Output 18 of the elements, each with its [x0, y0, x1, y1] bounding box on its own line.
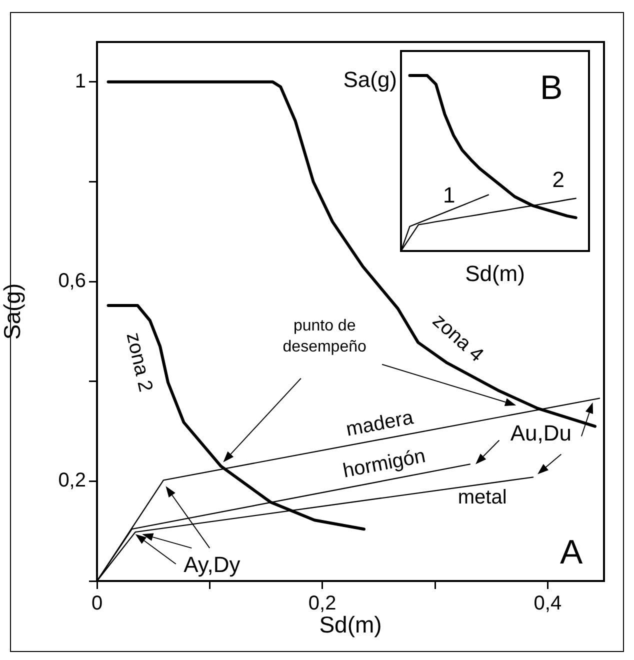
text: madera	[344, 406, 416, 441]
annotation: punto de desempeño	[282, 317, 366, 356]
annotation: Au,Du	[510, 420, 572, 446]
legend-label: metal	[458, 486, 507, 509]
annotation: Ay,Dy	[184, 552, 240, 578]
text: zona 2	[122, 330, 157, 394]
y-axis-title: Sa(g)	[343, 67, 397, 92]
x-tick-label: 0	[91, 592, 103, 615]
y-tick-label: 0,2	[58, 470, 86, 492]
annotation: A	[560, 533, 583, 572]
x-axis-title: Sd(m)	[465, 261, 525, 286]
annotation: B	[540, 68, 563, 107]
series-label: 2	[552, 166, 565, 192]
series-label: 1	[442, 182, 456, 208]
y-tick-label: 0,6	[58, 270, 86, 292]
x-tick-label: 0,4	[534, 592, 562, 615]
text: hormigón	[341, 445, 428, 482]
y-tick-label: 1	[74, 70, 86, 92]
